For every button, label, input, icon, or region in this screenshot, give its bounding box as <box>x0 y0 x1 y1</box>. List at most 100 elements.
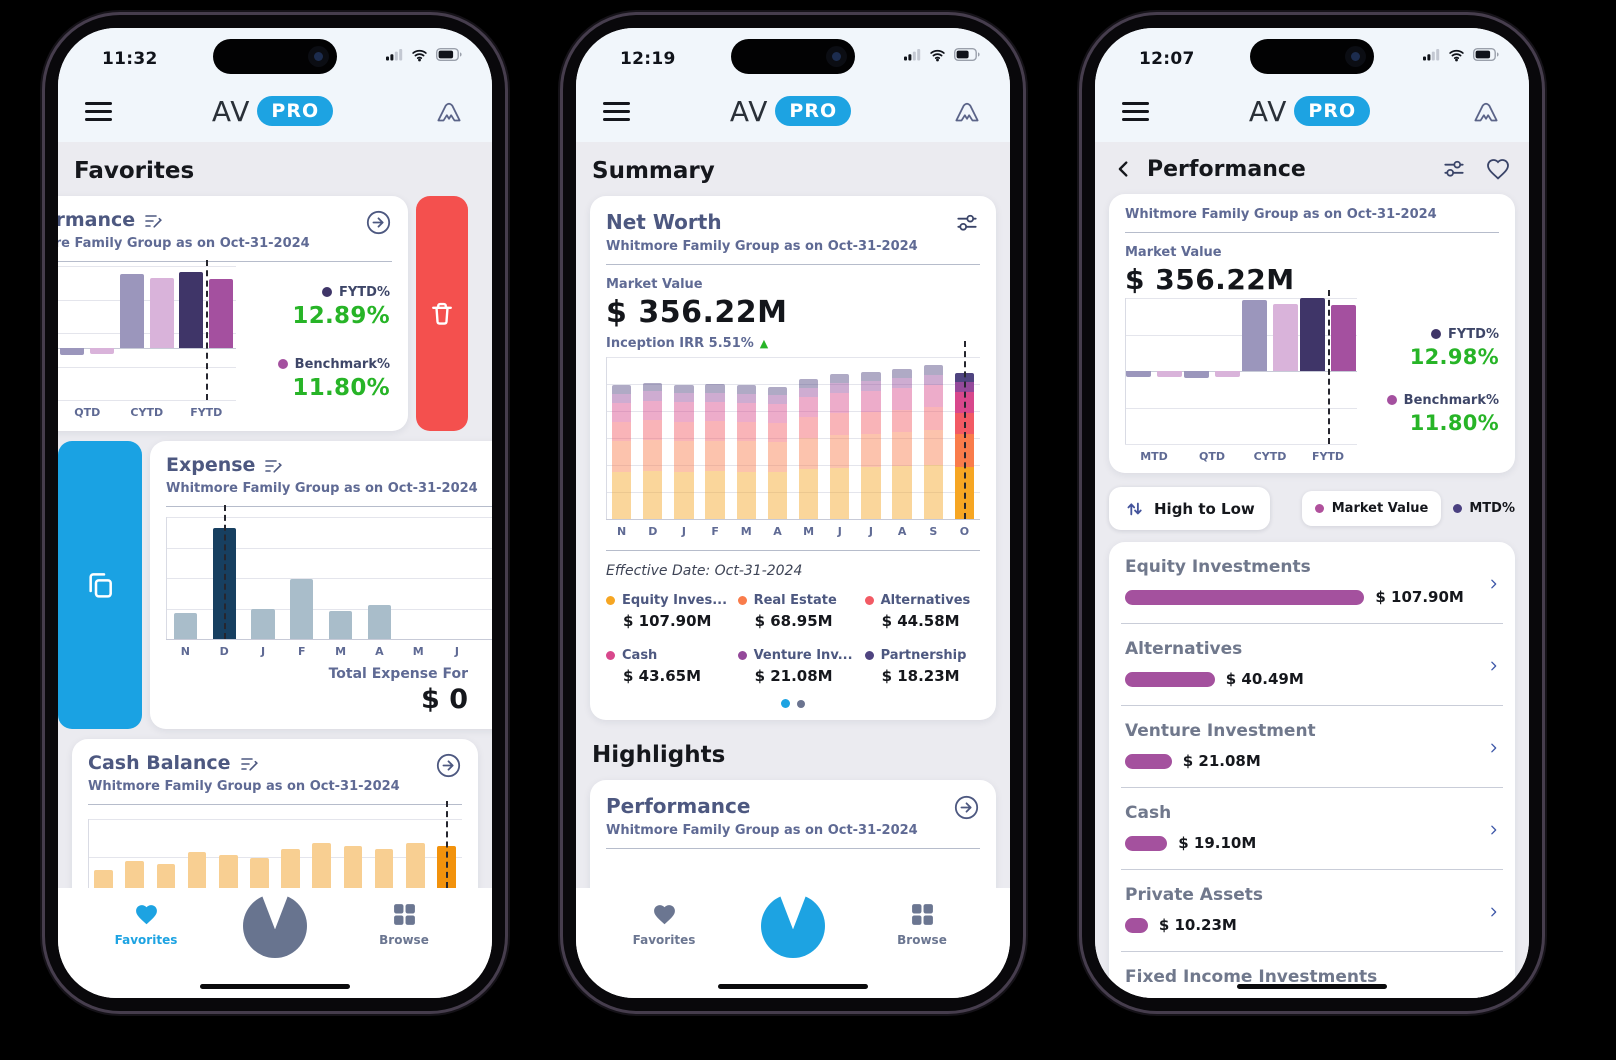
asset-name: Fixed Income Investments <box>1125 967 1378 987</box>
chevron-right-icon <box>1491 743 1497 753</box>
market-value: $ 356.22M <box>1125 263 1295 296</box>
cash-balance-card[interactable]: Cash Balance Whitmore Family Group as on… <box>72 739 478 888</box>
performance-legend: FYTD% 12.98% Benchmark% 11.80% <box>1357 298 1499 463</box>
favorite-heart-icon[interactable] <box>1485 157 1511 181</box>
asset-row-alternatives[interactable]: Alternatives $ 40.49M <box>1109 624 1515 705</box>
duplicate-card-button[interactable] <box>58 441 142 729</box>
mountain-logo-icon[interactable] <box>951 98 983 124</box>
equity-dot-icon <box>606 596 615 605</box>
asset-bar <box>1125 589 1365 605</box>
back-icon[interactable] <box>1113 158 1135 180</box>
card-subtitle: Whitmore Family Group as on Oct-31-2024 <box>166 481 478 496</box>
market-value-chip[interactable]: Market Value <box>1301 491 1442 526</box>
allocation-legend: Equity Inves... $ 107.90M Real Estate $ … <box>606 593 980 685</box>
x-tick-label: D <box>648 525 658 538</box>
home-indicator[interactable] <box>200 984 350 989</box>
legend-item: Benchmark% 11.80% <box>277 357 390 401</box>
asset-name: Venture Investment <box>1125 721 1316 741</box>
net-worth-card[interactable]: Net Worth Whitmore Family Group as on Oc… <box>590 196 996 720</box>
screen-favorites: 11:32 AV PRO Favorites <box>58 28 492 998</box>
nav-home-logo[interactable] <box>243 891 307 958</box>
open-arrow-icon[interactable] <box>435 752 462 779</box>
edit-icon[interactable] <box>264 457 283 474</box>
asset-row-fixed-income[interactable]: Fixed Income Investments <box>1109 952 1515 998</box>
bottom-nav: Favorites Browse <box>576 888 1010 998</box>
x-tick-label: D <box>219 645 229 658</box>
real-estate-dot-icon <box>737 596 747 605</box>
app-header: AV PRO <box>58 80 492 142</box>
divider <box>88 804 462 805</box>
performance-summary-card[interactable]: Whitmore Family Group as on Oct-31-2024 … <box>1109 194 1515 473</box>
menu-button[interactable] <box>603 101 630 121</box>
mountain-logo-icon[interactable] <box>433 98 465 124</box>
legend-value: 11.80% <box>1409 410 1499 435</box>
logo-pro-badge: PRO <box>1294 96 1371 126</box>
browse-grid-icon <box>393 904 415 925</box>
pagination-dots[interactable] <box>606 699 980 708</box>
card-subtitle: Whitmore Family Group as on Oct-31-2024 <box>58 236 310 251</box>
chevron-right-icon <box>1491 907 1497 917</box>
x-tick-label: F <box>298 645 306 658</box>
asset-row-cash[interactable]: Cash $ 19.10M <box>1109 788 1515 869</box>
nav-favorites[interactable]: Favorites <box>110 902 182 947</box>
front-camera <box>308 46 329 67</box>
asset-row-venture[interactable]: Venture Investment $ 21.08M <box>1109 706 1515 787</box>
menu-button[interactable] <box>1122 101 1149 121</box>
divider <box>1125 232 1499 233</box>
nav-home-logo[interactable] <box>761 891 825 958</box>
active-dot[interactable] <box>781 699 790 708</box>
status-bar: 12:07 <box>1095 28 1529 80</box>
effective-date: Effective Date: Oct-31-2024 <box>606 563 803 579</box>
nav-label: Browse <box>379 933 429 947</box>
nav-label: Favorites <box>114 933 178 947</box>
edit-icon[interactable] <box>240 755 258 772</box>
assets-list-card: Equity Investments $ 107.90M Alternative… <box>1109 542 1515 998</box>
fytd-dot-icon <box>322 287 333 297</box>
x-tick-label: O <box>959 525 970 538</box>
copy-icon <box>89 573 112 598</box>
nav-browse[interactable]: Browse <box>886 902 958 947</box>
open-arrow-icon[interactable] <box>953 794 980 821</box>
card-title: Cash Balance <box>88 752 231 774</box>
expense-card[interactable]: Expense Whitmore Family Group as on Oct-… <box>150 441 492 729</box>
x-tick-label: J <box>476 645 492 658</box>
sort-and-legend-row: High to Low Market Value MTD% <box>1109 487 1515 530</box>
open-arrow-icon[interactable] <box>365 209 392 236</box>
asset-bar <box>1125 671 1215 687</box>
legend-value: $ 18.23M <box>881 667 960 685</box>
filter-sliders-icon[interactable] <box>954 210 980 236</box>
asset-row-private[interactable]: Private Assets $ 10.23M <box>1109 870 1515 951</box>
phone-performance: 12:07 AV PRO Performance <box>1079 12 1545 1014</box>
legend-label: FYTD% <box>339 284 390 300</box>
asset-row-equity[interactable]: Equity Investments $ 107.90M <box>1109 542 1515 623</box>
divider <box>1121 951 1503 952</box>
logo-wedge-icon <box>260 891 290 930</box>
mtd-legend-chip[interactable]: MTD% <box>1453 501 1515 516</box>
summary-content: Summary Net Worth Whitmore Family Group … <box>576 142 1010 888</box>
delete-card-button[interactable] <box>416 196 468 431</box>
edit-icon[interactable] <box>144 212 162 229</box>
x-tick-label: FYTD <box>190 406 223 419</box>
nav-browse[interactable]: Browse <box>368 902 440 947</box>
inactive-dot[interactable] <box>797 699 805 708</box>
dynamic-island <box>213 39 337 74</box>
divider <box>1121 869 1503 870</box>
home-indicator[interactable] <box>718 984 868 989</box>
logo-pro-badge: PRO <box>257 96 334 126</box>
nav-favorites[interactable]: Favorites <box>628 902 700 947</box>
phone-summary: 12:19 AV PRO Summary <box>560 12 1026 1014</box>
expense-footer-label: Total Expense For <box>328 666 468 682</box>
home-indicator[interactable] <box>1237 984 1387 989</box>
performance-highlight-card[interactable]: Performance Whitmore Family Group as on … <box>590 780 996 888</box>
filter-sliders-icon[interactable] <box>1441 156 1467 182</box>
performance-bar-chart <box>1125 290 1357 445</box>
x-tick-label: QTD <box>74 406 101 419</box>
alternatives-dot-icon <box>864 596 874 605</box>
divider <box>1121 787 1503 788</box>
mountain-logo-icon[interactable] <box>1470 98 1502 124</box>
sort-button[interactable]: High to Low <box>1109 487 1270 530</box>
performance-card[interactable]: Performance Whitmore Family Group as on … <box>58 196 408 431</box>
trash-icon <box>432 302 452 325</box>
menu-button[interactable] <box>85 101 112 121</box>
